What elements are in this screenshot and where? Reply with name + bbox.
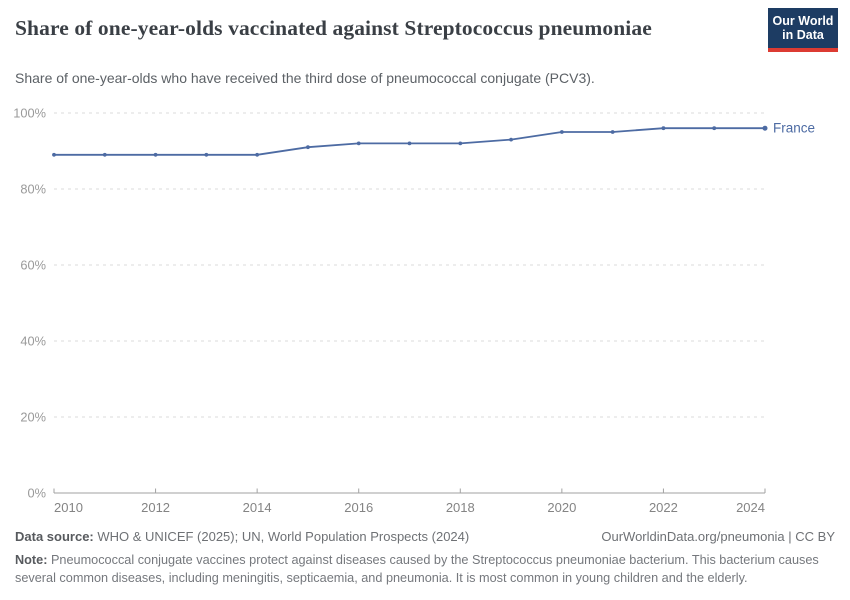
chart-note: Note: Pneumococcal conjugate vaccines pr…	[15, 552, 835, 587]
chart-footer: Data source: WHO & UNICEF (2025); UN, Wo…	[15, 529, 835, 587]
data-point[interactable]	[204, 152, 209, 157]
attribution-link[interactable]: OurWorldinData.org/pneumonia | CC BY	[601, 529, 835, 544]
note-text: Pneumococcal conjugate vaccines protect …	[15, 553, 819, 585]
data-point[interactable]	[407, 141, 412, 146]
x-axis-tick-label: 2024	[736, 500, 765, 515]
y-axis-tick-label: 20%	[20, 410, 46, 425]
data-source-text: WHO & UNICEF (2025); UN, World Populatio…	[97, 529, 470, 544]
data-point[interactable]	[509, 137, 513, 142]
y-axis-tick-label: 40%	[20, 334, 46, 349]
data-source: Data source: WHO & UNICEF (2025); UN, Wo…	[15, 529, 469, 544]
data-point[interactable]	[52, 152, 56, 157]
x-axis-tick-label: 2018	[446, 500, 475, 515]
chart-subtitle: Share of one-year-olds who have received…	[15, 70, 595, 86]
data-point[interactable]	[102, 152, 107, 157]
y-axis-tick-label: 100%	[13, 106, 46, 121]
chart-title: Share of one-year-olds vaccinated agains…	[15, 16, 652, 40]
y-axis-tick-label: 80%	[20, 182, 46, 197]
data-point[interactable]	[255, 152, 260, 157]
owid-logo-line1: Our World	[772, 14, 834, 28]
x-axis-tick-label: 2020	[547, 500, 576, 515]
data-point[interactable]	[458, 141, 463, 146]
data-point[interactable]	[661, 126, 666, 131]
source-row: Data source: WHO & UNICEF (2025); UN, Wo…	[15, 529, 835, 544]
owid-logo[interactable]: Our World in Data	[768, 8, 838, 52]
data-point[interactable]	[356, 141, 361, 146]
y-axis-tick-label: 60%	[20, 258, 46, 273]
x-axis-tick-label: 2014	[243, 500, 272, 515]
series-label-france[interactable]: France	[773, 121, 815, 136]
data-point[interactable]	[712, 126, 717, 131]
line-chart[interactable]: 0% 20% 40% 60% 80% 100% 2010 2012 2014 2016 2018 20…	[0, 90, 850, 522]
data-point[interactable]	[559, 130, 564, 134]
data-point[interactable]	[762, 125, 768, 131]
data-point[interactable]	[306, 145, 310, 150]
data-source-label: Data source:	[15, 529, 94, 544]
owid-logo-line2: in Data	[782, 28, 824, 42]
data-point[interactable]	[610, 130, 615, 134]
y-axis-tick-label: 0%	[28, 486, 47, 501]
note-label: Note:	[15, 553, 48, 567]
x-axis-tick-label: 2022	[649, 500, 678, 515]
x-axis-tick-label: 2016	[344, 500, 373, 515]
x-axis-tick-label: 2010	[54, 500, 83, 515]
series-line-france[interactable]	[54, 127, 765, 156]
data-point[interactable]	[153, 152, 158, 157]
x-axis-tick-label: 2012	[141, 500, 170, 515]
